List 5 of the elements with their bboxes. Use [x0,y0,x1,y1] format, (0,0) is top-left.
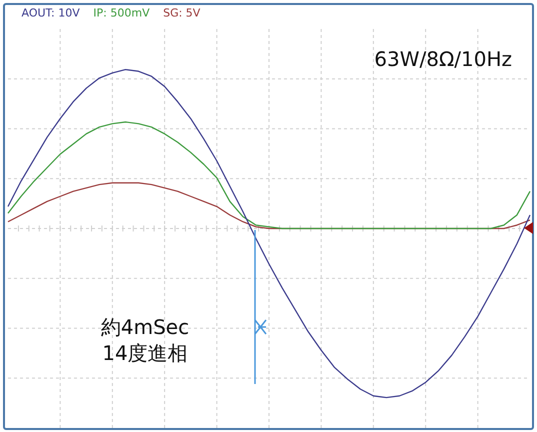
annotation: 約4mSec 14度進相 [100,315,190,366]
text: SG: 5V [163,6,201,20]
text: AOUT: 10V [22,6,80,20]
text: IP: 500mV [93,6,150,20]
annotation: 63W/8Ω/10Hz [374,47,512,72]
